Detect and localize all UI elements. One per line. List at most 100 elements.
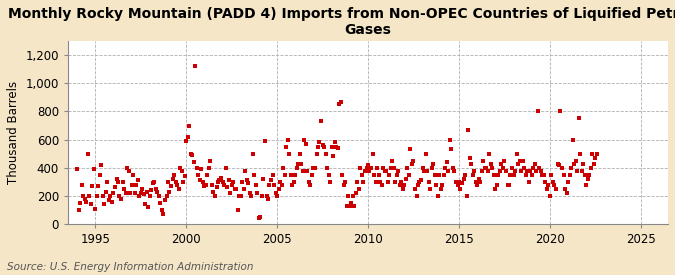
Point — [434, 173, 445, 177]
Point — [490, 187, 501, 191]
Point — [322, 166, 333, 170]
Point — [119, 187, 130, 191]
Point — [82, 152, 93, 156]
Point — [225, 191, 236, 195]
Point — [164, 189, 175, 194]
Point — [454, 180, 464, 184]
Point — [244, 191, 255, 195]
Point — [269, 182, 279, 187]
Point — [109, 185, 120, 190]
Point — [159, 198, 170, 202]
Point — [381, 168, 392, 173]
Point — [260, 139, 271, 143]
Point — [157, 208, 167, 212]
Point — [437, 182, 448, 187]
Point — [484, 152, 495, 156]
Point — [171, 182, 182, 187]
Point — [587, 152, 597, 156]
Point — [533, 109, 543, 114]
Point — [444, 138, 455, 142]
Point — [122, 166, 132, 170]
Point — [388, 166, 399, 170]
Point — [497, 166, 508, 170]
Point — [422, 168, 433, 173]
Point — [468, 168, 479, 173]
Point — [101, 189, 111, 194]
Point — [264, 182, 275, 187]
Point — [440, 166, 451, 170]
Point — [153, 194, 164, 198]
Point — [75, 201, 86, 205]
Point — [80, 197, 90, 201]
Point — [400, 177, 411, 181]
Point — [95, 173, 105, 177]
Point — [85, 202, 96, 207]
Point — [188, 160, 199, 164]
Point — [467, 173, 478, 177]
Point — [384, 173, 395, 177]
Point — [475, 180, 485, 184]
Point — [230, 187, 240, 191]
Point — [242, 178, 252, 183]
Point — [461, 194, 472, 198]
Point — [249, 173, 260, 177]
Point — [477, 168, 487, 173]
Point — [541, 187, 552, 191]
Point — [458, 177, 469, 181]
Point — [518, 166, 529, 170]
Point — [416, 178, 427, 183]
Point — [396, 180, 407, 184]
Point — [373, 173, 384, 177]
Point — [525, 168, 536, 173]
Point — [539, 173, 549, 177]
Point — [184, 123, 194, 128]
Point — [382, 180, 393, 184]
Point — [578, 161, 589, 166]
Point — [287, 182, 298, 187]
Point — [293, 161, 304, 166]
Point — [561, 191, 572, 195]
Point — [563, 180, 574, 184]
Point — [348, 194, 358, 198]
Point — [132, 178, 143, 183]
Point — [579, 173, 590, 177]
Point — [272, 194, 283, 198]
Point — [91, 194, 102, 198]
Point — [499, 158, 510, 163]
Point — [457, 181, 468, 185]
Point — [202, 173, 213, 177]
Point — [428, 161, 439, 166]
Point — [266, 178, 277, 183]
Point — [250, 182, 261, 187]
Point — [286, 173, 296, 177]
Point — [300, 142, 311, 146]
Point — [284, 152, 295, 156]
Point — [432, 194, 443, 198]
Point — [376, 182, 387, 187]
Point — [545, 194, 556, 198]
Point — [441, 160, 452, 164]
Point — [331, 144, 342, 149]
Point — [319, 144, 329, 149]
Point — [221, 185, 232, 190]
Point — [255, 215, 266, 219]
Point — [181, 139, 192, 143]
Point — [491, 182, 502, 187]
Point — [371, 180, 381, 184]
Point — [479, 166, 490, 170]
Point — [186, 152, 196, 156]
Point — [495, 168, 506, 173]
Point — [243, 181, 254, 185]
Point — [364, 168, 375, 173]
Point — [296, 161, 306, 166]
Point — [146, 188, 157, 192]
Point — [304, 180, 315, 184]
Point — [232, 208, 243, 212]
Point — [191, 166, 202, 170]
Point — [379, 168, 390, 173]
Point — [512, 161, 523, 166]
Point — [473, 177, 484, 181]
Point — [585, 166, 596, 170]
Point — [464, 156, 475, 160]
Point — [591, 152, 602, 156]
